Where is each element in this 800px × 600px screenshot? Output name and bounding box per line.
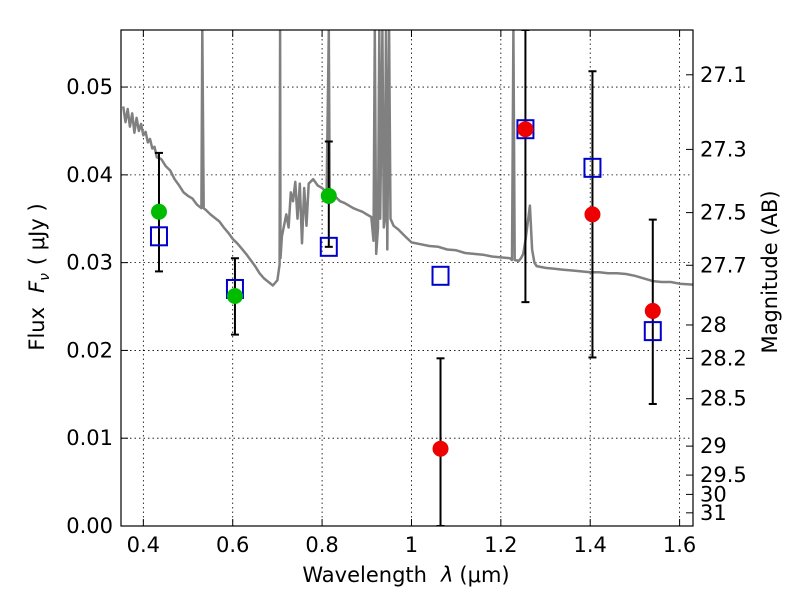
model-photometry-square — [583, 157, 602, 178]
y2-tick-label: 27.1 — [700, 63, 747, 87]
x-tick-label: 1.6 — [663, 533, 696, 557]
y-tick-label: 0.02 — [66, 338, 113, 362]
y-tick-label: 0.01 — [66, 426, 113, 450]
observed-point — [517, 121, 534, 138]
observed-point — [150, 203, 167, 220]
y-tick-label: 0.03 — [66, 251, 113, 275]
axis-ticks: 0.4 0.6 0.8 1 1.2 1.4 1.6 0.00 0.01 0.02 0.03 0.04 0… — [66, 30, 747, 557]
observed-point — [320, 187, 337, 204]
y-tick-label: 0.04 — [66, 163, 113, 187]
x-tick-label: 0.8 — [305, 533, 338, 557]
x-tick-label: 1.4 — [574, 533, 607, 557]
y-axis-label: FluxFν( μJy ) — [25, 203, 53, 350]
y2-tick-label: 28 — [700, 313, 727, 337]
y2-tick-label: 30 — [700, 482, 727, 506]
y2-tick-label: 27.3 — [700, 137, 747, 161]
y2-tick-label: 28.2 — [700, 346, 747, 370]
y2-tick-label: 31 — [700, 501, 727, 525]
y2-tick-label: 27.7 — [700, 253, 747, 277]
observed-point — [226, 287, 243, 304]
plot-area — [121, 30, 693, 526]
y2-axis-label: Magnitude (AB) — [758, 190, 782, 353]
model-photometry-square — [431, 265, 450, 286]
x-tick-label: 0.6 — [216, 533, 249, 557]
y2-tick-label: 28.5 — [700, 387, 747, 411]
x-tick-label: 1 — [405, 533, 418, 557]
x-axis-label: Wavelength λ (μm) — [302, 563, 509, 587]
plot-frame — [120, 29, 694, 527]
y2-tick-label: 29 — [700, 434, 727, 458]
observed-point — [644, 302, 661, 319]
y2-tick-label: 27.5 — [700, 201, 747, 225]
x-tick-label: 1.2 — [484, 533, 517, 557]
observed-point — [584, 206, 601, 223]
model-photometry-square — [319, 236, 338, 257]
x-tick-label: 0.4 — [127, 533, 160, 557]
model-photometry-square — [149, 226, 168, 247]
observed-point — [432, 440, 449, 457]
model-photometry-square — [643, 321, 662, 342]
y2-tick-label: 29.5 — [700, 463, 747, 487]
markers — [149, 119, 662, 457]
y-tick-label: 0.00 — [66, 514, 113, 538]
y-tick-label: 0.05 — [66, 75, 113, 99]
